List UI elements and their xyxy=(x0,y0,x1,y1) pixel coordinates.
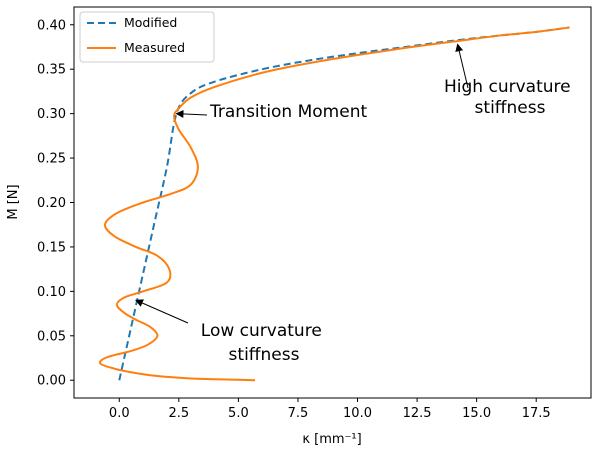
y-tick-label: 0.20 xyxy=(37,196,66,211)
series-line-measured xyxy=(98,26,570,382)
series-line-modified xyxy=(118,26,570,381)
annotation-high-curvature-line2: stiffness xyxy=(475,98,546,118)
legend: Modified Measured xyxy=(79,11,215,63)
arrow-low-curvature xyxy=(135,299,189,324)
arrow-high-curvature xyxy=(455,43,469,89)
annotation-high-curvature-line1: High curvature xyxy=(444,77,571,97)
plot-layer xyxy=(98,26,570,382)
y-tick-label: 0.25 xyxy=(37,152,66,167)
legend-label-measured: Measured xyxy=(124,40,185,55)
annotation-low-curvature: Low curvature stiffness xyxy=(201,321,327,365)
annotation-low-curvature-line1: Low curvature xyxy=(201,321,322,341)
arrow-transition-moment xyxy=(175,109,208,118)
tick-layer: 0.0 2.5 5.0 7.5 10.0 12.5 15.0 17.5 0.00 0.05 0.10… xyxy=(37,18,551,421)
x-tick-label: 2.5 xyxy=(168,406,189,421)
y-axis-label: M [N] xyxy=(6,184,21,219)
y-tick-label: 0.40 xyxy=(37,18,66,33)
annotation-layer xyxy=(135,43,469,324)
legend-box xyxy=(79,11,215,63)
legend-label-modified: Modified xyxy=(124,15,177,30)
x-tick-label: 0.0 xyxy=(109,406,130,421)
x-tick-label: 7.5 xyxy=(288,406,309,421)
y-tick-label: 0.10 xyxy=(37,285,66,300)
x-axis-label: κ [mm⁻¹] xyxy=(302,432,361,447)
x-tick-label: 5.0 xyxy=(228,406,249,421)
annotation-high-curvature: High curvature stiffness xyxy=(444,77,576,118)
x-tick-label: 17.5 xyxy=(522,406,551,421)
y-tick-label: 0.00 xyxy=(37,374,66,389)
annotation-low-curvature-line2: stiffness xyxy=(229,345,300,365)
x-tick-label: 15.0 xyxy=(462,406,491,421)
y-tick-label: 0.05 xyxy=(37,329,66,344)
y-tick-label: 0.35 xyxy=(37,63,66,78)
x-tick-label: 12.5 xyxy=(403,406,432,421)
y-tick-label: 0.15 xyxy=(37,240,66,255)
x-tick-label: 10.0 xyxy=(343,406,372,421)
annotation-transition-moment: Transition Moment xyxy=(209,102,367,122)
y-tick-label: 0.30 xyxy=(37,107,66,122)
plot-background xyxy=(74,7,591,398)
